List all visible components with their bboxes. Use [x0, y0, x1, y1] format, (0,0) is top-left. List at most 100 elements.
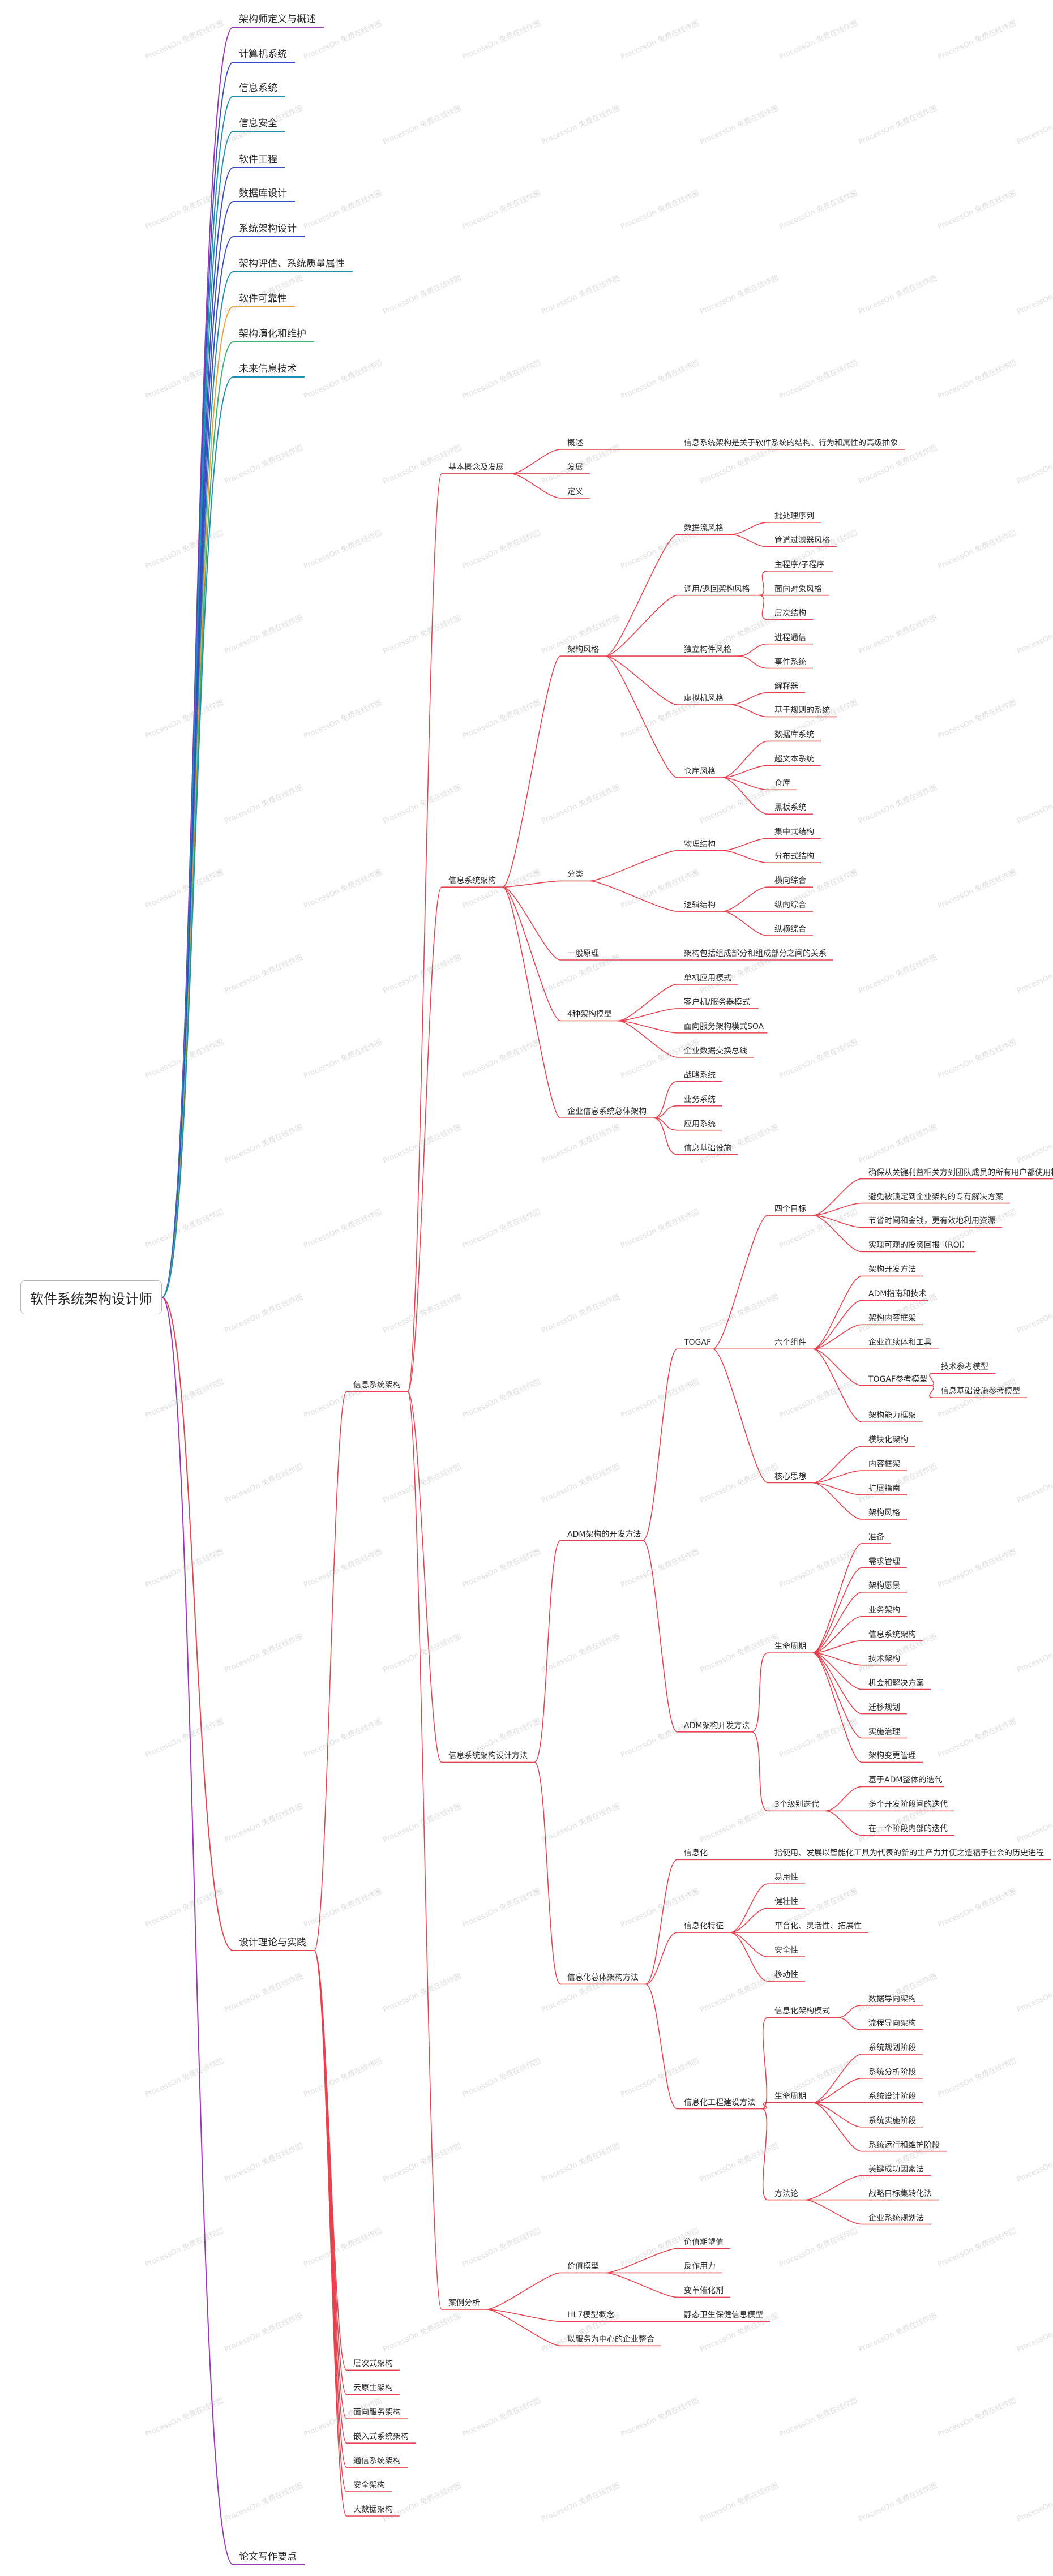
- node-d3[interactable]: HL7模型概念: [567, 2311, 615, 2320]
- node-d1[interactable]: 云原生架构: [353, 2384, 393, 2393]
- node-d6[interactable]: 迁移规划: [868, 1703, 900, 1712]
- node-d6[interactable]: 架构变更管理: [868, 1751, 916, 1761]
- topic-1[interactable]: 架构师定义与概述: [239, 14, 316, 25]
- topic-4[interactable]: 信息安全: [239, 118, 277, 129]
- node-d4[interactable]: 独立构件风格: [684, 645, 731, 655]
- node-d6[interactable]: 系统规划阶段: [868, 2043, 916, 2052]
- node-d3[interactable]: 企业信息系统总体架构: [567, 1107, 647, 1117]
- node-d5[interactable]: 生命周期: [774, 2091, 806, 2101]
- node-d6[interactable]: 系统分析阶段: [868, 2067, 916, 2077]
- node-d5[interactable]: 黑板系统: [774, 803, 806, 813]
- node-d5[interactable]: 事件系统: [774, 657, 806, 667]
- node-d3[interactable]: 分类: [567, 870, 583, 880]
- node-d6[interactable]: 架构愿景: [868, 1581, 900, 1591]
- node-d5[interactable]: 核心思想: [774, 1472, 806, 1481]
- node-d7[interactable]: 信息基础设施参考模型: [941, 1387, 1020, 1396]
- node-d1[interactable]: 层次式架构: [353, 2359, 393, 2369]
- node-d6[interactable]: 架构风格: [868, 1508, 900, 1518]
- node-d6[interactable]: 实施治理: [868, 1727, 900, 1737]
- node-d3[interactable]: 概述: [567, 439, 583, 448]
- node-d6[interactable]: 系统实施阶段: [868, 2116, 916, 2125]
- topic-5[interactable]: 软件工程: [239, 154, 277, 165]
- topic-7[interactable]: 系统架构设计: [239, 223, 297, 234]
- node-d2[interactable]: 信息系统架构设计方法: [448, 1751, 528, 1761]
- node-d3[interactable]: 一般原理: [567, 949, 599, 958]
- node-d4[interactable]: 逻辑结构: [684, 901, 716, 910]
- node-d4[interactable]: 信息基础设施: [684, 1143, 731, 1153]
- topic-12[interactable]: 设计理论与实践: [239, 1937, 306, 1948]
- node-d1[interactable]: 通信系统架构: [353, 2457, 401, 2466]
- node-d3[interactable]: 以服务为中心的企业整合: [567, 2335, 654, 2344]
- node-d4[interactable]: 客户机/服务器模式: [684, 997, 750, 1007]
- node-d6[interactable]: 系统运行和维护阶段: [868, 2140, 940, 2150]
- node-d6[interactable]: 模块化架构: [868, 1435, 908, 1445]
- node-d6[interactable]: 准备: [868, 1532, 884, 1542]
- node-d6[interactable]: 基于ADM整体的迭代: [868, 1776, 943, 1785]
- node-d6[interactable]: 机会和解决方案: [868, 1678, 924, 1688]
- topic-3[interactable]: 信息系统: [239, 83, 277, 94]
- node-d5[interactable]: 主程序/子程序: [774, 560, 825, 569]
- node-d5[interactable]: 指使用、发展以智能化工具为代表的新的生产力并使之造福于社会的历史进程: [774, 1849, 1044, 1858]
- node-d3[interactable]: ADM架构的开发方法: [567, 1529, 641, 1539]
- node-d4[interactable]: 信息化工程建设方法: [684, 2098, 755, 2107]
- node-d6[interactable]: 企业系统规划法: [868, 2213, 924, 2223]
- node-d4[interactable]: 面向服务架构模式SOA: [684, 1022, 764, 1031]
- node-d4[interactable]: 反作用力: [684, 2262, 716, 2271]
- node-d5[interactable]: 分布式结构: [774, 852, 814, 861]
- node-d5[interactable]: 数据库系统: [774, 730, 814, 740]
- node-d6[interactable]: 信息系统架构: [868, 1630, 916, 1639]
- node-d1[interactable]: 安全架构: [353, 2481, 385, 2491]
- node-d4[interactable]: 业务系统: [684, 1095, 716, 1104]
- node-d6[interactable]: 内容框架: [868, 1460, 900, 1469]
- node-d4[interactable]: 信息化特征: [684, 1922, 724, 1931]
- node-d1[interactable]: 大数据架构: [353, 2505, 393, 2514]
- node-d1[interactable]: 面向服务架构: [353, 2408, 401, 2418]
- node-d5[interactable]: 易用性: [774, 1873, 798, 1883]
- node-d3[interactable]: 4种架构模型: [567, 1010, 612, 1019]
- node-d4[interactable]: 虚拟机风格: [684, 694, 724, 703]
- node-d5[interactable]: 3个级别迭代: [774, 1800, 819, 1810]
- node-d4[interactable]: 应用系统: [684, 1119, 716, 1129]
- node-d6[interactable]: 多个开发阶段间的迭代: [868, 1800, 948, 1810]
- node-d6[interactable]: 避免被锁定到企业架构的专有解决方案: [868, 1192, 1003, 1202]
- node-d7[interactable]: 技术参考模型: [941, 1362, 988, 1372]
- topic-11[interactable]: 未来信息技术: [239, 363, 297, 375]
- node-d5[interactable]: 六个组件: [774, 1338, 806, 1348]
- node-d3[interactable]: 架构风格: [567, 645, 599, 655]
- node-d4[interactable]: ADM架构开发方法: [684, 1721, 750, 1730]
- node-d6[interactable]: 在一个阶段内部的迭代: [868, 1824, 948, 1834]
- node-d6[interactable]: 战略目标集转化法: [868, 2189, 932, 2198]
- node-d2[interactable]: 案例分析: [448, 2298, 480, 2308]
- node-d6[interactable]: 需求管理: [868, 1557, 900, 1566]
- node-d5[interactable]: 纵向综合: [774, 901, 806, 910]
- topic-2[interactable]: 计算机系统: [239, 49, 287, 60]
- node-d3[interactable]: 价值模型: [567, 2262, 599, 2271]
- node-d3[interactable]: 信息化总体架构方法: [567, 1973, 639, 1983]
- node-d5[interactable]: 集中式结构: [774, 828, 814, 837]
- node-d6[interactable]: 数据导向架构: [868, 1994, 916, 2004]
- node-d5[interactable]: 平台化、灵活性、拓展性: [774, 1922, 862, 1931]
- node-d6[interactable]: 实现可观的投资回报（ROI）: [868, 1241, 970, 1250]
- node-d5[interactable]: 健壮性: [774, 1897, 798, 1907]
- node-d6[interactable]: 架构开发方法: [868, 1265, 916, 1275]
- topic-9[interactable]: 软件可靠性: [239, 293, 287, 305]
- node-d1[interactable]: 嵌入式系统架构: [353, 2432, 409, 2442]
- node-d4[interactable]: 信息系统架构是关于软件系统的结构、行为和属性的高级抽象: [684, 439, 898, 448]
- node-d6[interactable]: 技术架构: [868, 1654, 900, 1664]
- node-d6[interactable]: 系统设计阶段: [868, 2091, 916, 2101]
- node-d4[interactable]: 战略系统: [684, 1070, 716, 1080]
- node-d4[interactable]: 价值期望值: [684, 2238, 724, 2247]
- node-d6[interactable]: 扩展指南: [868, 1484, 900, 1493]
- node-d5[interactable]: 超文本系统: [774, 755, 814, 764]
- node-d3[interactable]: 定义: [567, 487, 583, 496]
- node-d1[interactable]: 信息系统架构: [353, 1381, 401, 1390]
- node-d4[interactable]: 变革催化剂: [684, 2286, 724, 2296]
- node-d4[interactable]: 物理结构: [684, 839, 716, 849]
- node-d5[interactable]: 方法论: [774, 2189, 798, 2198]
- node-d5[interactable]: 安全性: [774, 1946, 798, 1956]
- node-d5[interactable]: 横向综合: [774, 876, 806, 886]
- node-d6[interactable]: 节省时间和金钱，更有效地利用资源: [868, 1216, 995, 1226]
- node-d4[interactable]: 仓库风格: [684, 766, 716, 776]
- node-d5[interactable]: 管道过滤器风格: [774, 535, 830, 545]
- node-d5[interactable]: 面向对象风格: [774, 584, 822, 594]
